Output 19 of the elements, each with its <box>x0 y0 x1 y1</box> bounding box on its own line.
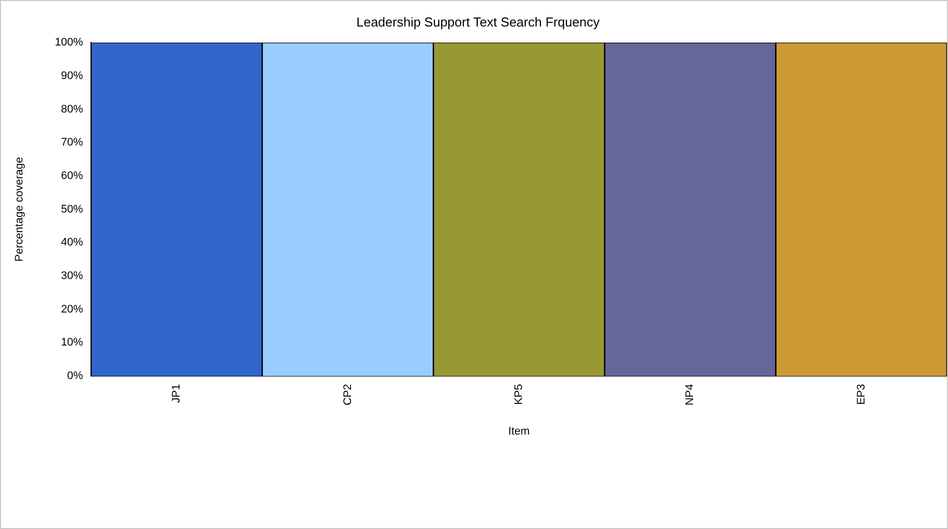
x-tick-label: CP2 <box>342 384 354 406</box>
y-tick-label: 20% <box>60 303 84 316</box>
y-tick-label: 50% <box>60 203 84 216</box>
x-axis-title: Item <box>508 425 530 438</box>
chart-title: Leadership Support Text Search Frquency <box>356 14 600 30</box>
y-tick-label: 0% <box>67 370 84 382</box>
x-tick-label: NP4 <box>684 384 696 406</box>
x-tick-label: KP5 <box>513 384 526 405</box>
y-tick-label: 40% <box>60 236 84 249</box>
y-tick-label: 30% <box>60 270 84 282</box>
y-tick-label: 100% <box>54 36 84 49</box>
y-tick-label: 70% <box>60 136 84 149</box>
y-axis-title: Percentage coverage <box>14 157 26 262</box>
x-tick-label: EP3 <box>855 384 868 405</box>
y-tick-label: 90% <box>60 70 84 82</box>
y-tick-label: 10% <box>60 336 84 349</box>
x-tick-label: JP1 <box>170 384 183 403</box>
y-tick-label: 60% <box>60 170 84 182</box>
y-tick-label: 80% <box>60 103 84 116</box>
